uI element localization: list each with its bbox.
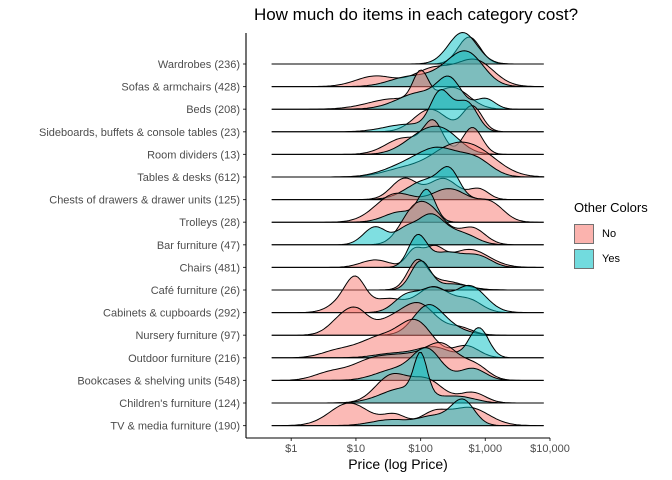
y-tick-label: Wardrobes (236) <box>158 59 240 71</box>
legend-item-no: No <box>574 221 648 246</box>
density-yes-tv-media-furniture-190 <box>271 398 544 427</box>
y-tick-label: Sideboards, buffets & console tables (23… <box>39 127 240 139</box>
x-tick-label: $1 <box>285 443 297 455</box>
y-tick-label: Beds (208) <box>186 104 240 116</box>
density-yes-room-dividers-13 <box>271 125 544 155</box>
density-yes-outdoor-furniture-216 <box>271 327 544 359</box>
ridge-chests-of-drawers-drawer-units-125 <box>271 165 544 201</box>
legend-label-no: No <box>602 227 617 240</box>
x-tick-label: $100 <box>408 443 432 455</box>
legend-key-no <box>574 223 594 244</box>
y-tick-label: Cabinets & cupboards (292) <box>103 308 240 320</box>
density-yes-sideboards-buffets-console-tables-23 <box>271 88 544 133</box>
density-yes-bookcases-shelving-units-548 <box>271 347 544 381</box>
ridge-tables-desks-612 <box>271 141 545 178</box>
ridges-layer <box>271 31 545 427</box>
legend-item-yes: Yes <box>574 246 648 271</box>
x-axis-label: Price (log Price) <box>348 456 448 472</box>
x-tick-label: $1,000 <box>468 443 502 455</box>
legend-title: Other Colors <box>574 200 648 215</box>
density-yes-caf-furniture-26 <box>271 260 544 291</box>
ridge-tv-media-furniture-190 <box>271 398 544 427</box>
y-tick-label: Bar furniture (47) <box>157 240 240 252</box>
density-yes-cabinets-cupboards-292 <box>271 284 544 314</box>
legend-label-yes: Yes <box>602 252 620 265</box>
y-tick-label: Chests of drawers & drawer units (125) <box>49 195 240 207</box>
y-tick-label: Children's furniture (124) <box>119 398 240 410</box>
x-axis: $1 $10 $100 $1,000 $10,000 <box>285 438 570 455</box>
ridge-sofas-armchairs-428 <box>271 50 544 88</box>
y-tick-label: Trolleys (28) <box>179 217 240 229</box>
ridge-beds-208 <box>271 69 544 110</box>
ridge-caf-furniture-26 <box>271 258 544 291</box>
density-yes-chests-of-drawers-drawer-units-125 <box>271 165 544 201</box>
ridge-bookcases-shelving-units-548 <box>271 341 544 381</box>
x-tick-label: $10,000 <box>530 443 570 455</box>
density-yes-beds-208 <box>271 75 544 110</box>
ridge-cabinets-cupboards-292 <box>271 275 544 314</box>
y-tick-label: Chairs (481) <box>179 262 240 274</box>
density-yes-tables-desks-612 <box>271 146 544 178</box>
y-tick-label: Nursery furniture (97) <box>135 330 240 342</box>
density-yes-sofas-armchairs-428 <box>271 50 544 88</box>
density-yes-children-s-furniture-124 <box>271 351 544 404</box>
ridge-children-s-furniture-124 <box>271 351 544 404</box>
y-tick-label: Room dividers (13) <box>147 149 240 161</box>
y-tick-label: Sofas & armchairs (428) <box>121 82 240 94</box>
y-tick-label: Café furniture (26) <box>151 285 240 297</box>
density-no-wardrobes-236 <box>271 36 544 65</box>
x-tick-label: $10 <box>347 443 365 455</box>
legend: Other Colors No Yes <box>574 200 648 271</box>
y-tick-label: Tables & desks (612) <box>137 172 240 184</box>
ridge-wardrobes-236 <box>271 31 544 65</box>
density-yes-bar-furniture-47 <box>271 213 544 246</box>
chart-title: How much do items in each category cost? <box>253 5 579 24</box>
ridge-outdoor-furniture-216 <box>271 318 544 359</box>
ridge-chairs-481 <box>271 233 544 268</box>
y-tick-label: Outdoor furniture (216) <box>128 353 240 365</box>
density-yes-wardrobes-236 <box>271 31 544 65</box>
y-tick-label: Bookcases & shelving units (548) <box>77 375 240 387</box>
density-yes-chairs-481 <box>271 233 544 268</box>
y-axis-ticks: Wardrobes (236) Sofas & armchairs (428) Be… <box>39 59 246 433</box>
ridge-bar-furniture-47 <box>271 200 544 246</box>
ridge-sideboards-buffets-console-tables-23 <box>271 88 544 133</box>
legend-key-yes <box>574 248 594 269</box>
y-tick-label: TV & media furniture (190) <box>110 421 240 433</box>
